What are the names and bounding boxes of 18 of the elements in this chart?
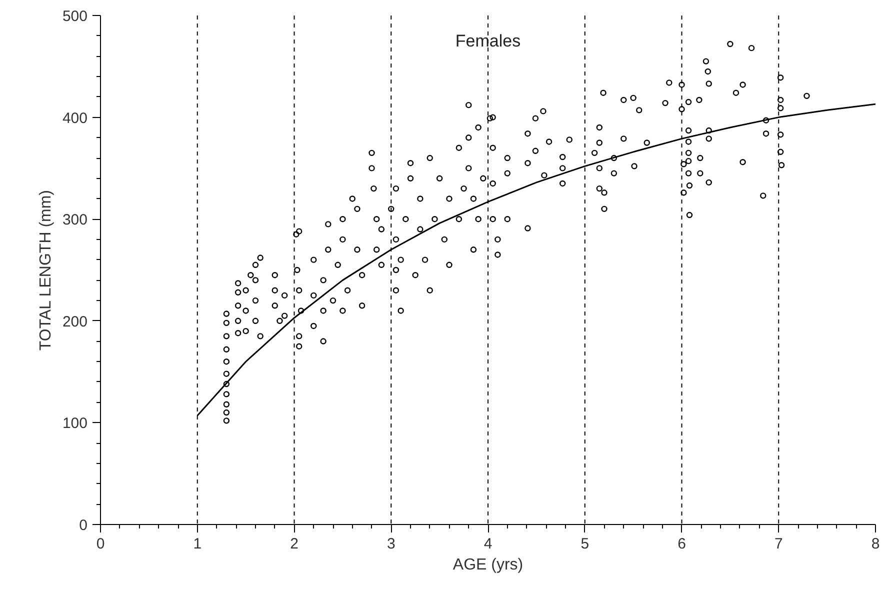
x-tick-label: 5 (580, 536, 590, 552)
y-tick-label: 200 (62, 313, 88, 330)
y-tick-label: 500 (62, 8, 88, 25)
y-tick-label: 400 (62, 110, 88, 127)
x-tick-label: 7 (774, 536, 783, 552)
y-tick-label: 0 (79, 517, 88, 534)
x-tick-label: 0 (96, 536, 105, 552)
x-tick-label: 1 (193, 536, 202, 552)
x-tick-label: 3 (386, 536, 396, 552)
x-tick-label: 8 (871, 536, 880, 552)
x-axis-title: AGE (yrs) (452, 556, 524, 574)
y-tick-label: 300 (62, 212, 88, 229)
text: Females (455, 32, 521, 50)
x-tick-label: 6 (678, 536, 686, 552)
y-axis-title: TOTAL LENGTH (mm) (37, 190, 54, 351)
x-tick-label: 2 (290, 536, 298, 552)
y-tick-label: 100 (62, 415, 88, 432)
x-tick-label: 4 (484, 536, 492, 552)
